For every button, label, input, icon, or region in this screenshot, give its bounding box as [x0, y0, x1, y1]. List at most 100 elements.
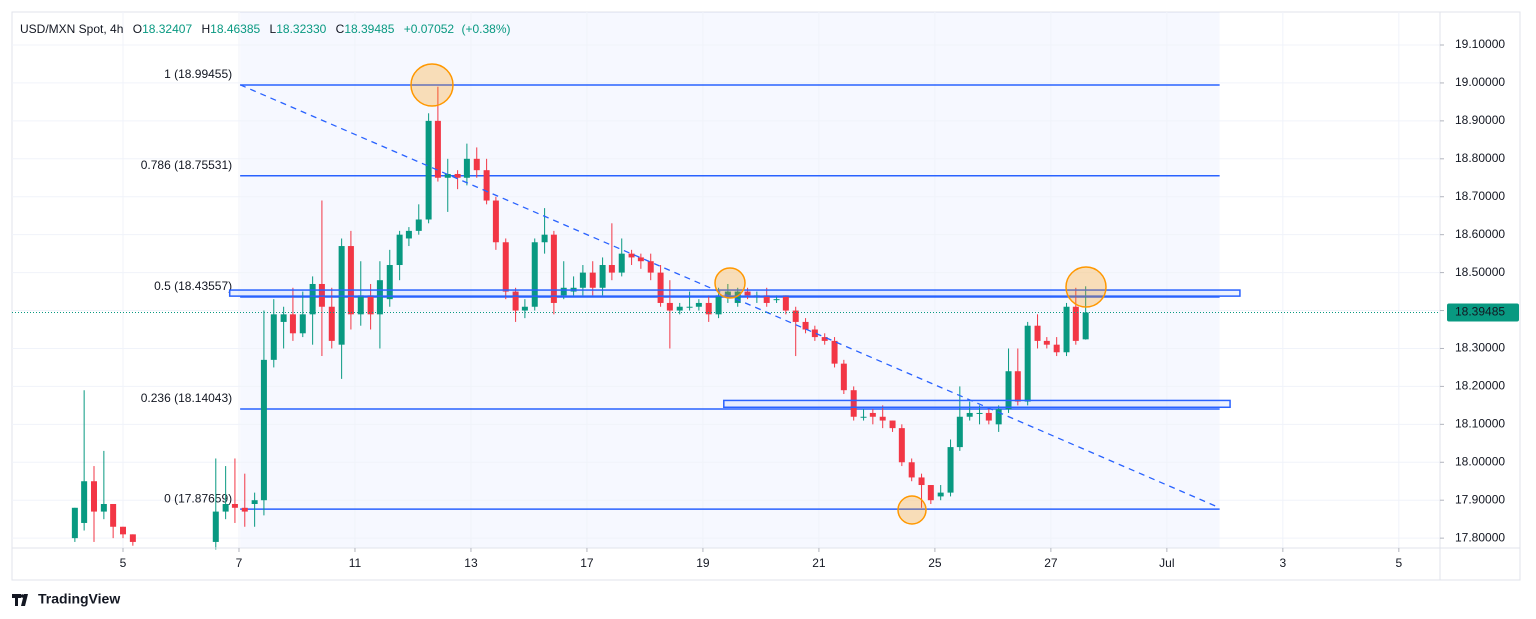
candle-body — [318, 283, 325, 307]
candle-body — [802, 321, 809, 330]
candle-body — [328, 306, 335, 341]
candle-body — [1063, 306, 1070, 353]
candle-body — [686, 306, 693, 308]
candle-body — [666, 302, 673, 311]
candle-body — [724, 291, 731, 296]
zone — [228, 289, 1241, 297]
candle-body — [705, 302, 712, 315]
y-tick-label: 17.80000 — [1455, 530, 1505, 544]
change: +0.07052 — [404, 22, 455, 36]
x-tick-label: 19 — [696, 556, 710, 570]
candle-body — [454, 173, 461, 178]
candle-body — [763, 295, 770, 303]
candle-body — [425, 120, 432, 220]
ohlc-key: L — [270, 22, 277, 36]
x-tick-label: 27 — [1044, 556, 1058, 570]
fib-label: 0.236 (18.14043) — [141, 391, 232, 405]
candle-body — [831, 340, 838, 364]
candle-body — [270, 314, 277, 360]
symbol-title: USD/MXN Spot, 4h — [20, 22, 123, 36]
candle-body — [927, 485, 934, 501]
fib-label: 0.786 (18.75531) — [141, 158, 232, 172]
candle-body — [251, 500, 258, 504]
candle-body — [110, 503, 117, 527]
zone — [723, 399, 1231, 409]
candle-body — [1024, 325, 1031, 402]
candle-body — [898, 428, 905, 463]
highlight-circle — [1065, 266, 1107, 308]
candle-body — [309, 283, 316, 315]
candle-body — [715, 295, 722, 315]
candle-body — [492, 200, 499, 243]
candle-body — [647, 261, 654, 273]
y-tick-label: 19.10000 — [1455, 37, 1505, 51]
y-tick-label: 18.30000 — [1455, 341, 1505, 355]
x-tick-label: 21 — [812, 556, 826, 570]
logo — [12, 594, 28, 606]
grid-layer — [12, 12, 1440, 548]
candle-body — [231, 503, 238, 508]
candle-body — [81, 481, 88, 523]
candle-body — [850, 390, 857, 417]
candle-body — [396, 234, 403, 266]
candle-body — [222, 503, 229, 512]
candle-body — [947, 447, 954, 493]
candle-body — [782, 295, 789, 311]
candle-body — [299, 314, 306, 334]
y-tick-label: 18.20000 — [1455, 379, 1505, 393]
candle-body — [386, 265, 393, 300]
y-tick-label: 18.80000 — [1455, 151, 1505, 165]
x-tick-label: 17 — [580, 556, 594, 570]
y-tick-label: 18.00000 — [1455, 454, 1505, 468]
candle-body — [773, 299, 780, 301]
candle-body — [71, 507, 78, 539]
y-tick-label: 18.50000 — [1455, 265, 1505, 279]
ohlc-value: 18.39485 — [344, 22, 394, 36]
candle-body — [367, 295, 374, 315]
header: USD/MXN Spot, 4h O18.32407 H18.46385 L18… — [20, 22, 510, 36]
candle-body — [1053, 344, 1060, 353]
background-layer — [240, 12, 1220, 548]
change-pct: (+0.38%) — [461, 22, 510, 36]
candle-body — [434, 120, 441, 178]
candle-body — [91, 481, 98, 512]
candle-body — [1034, 325, 1041, 341]
candle-body — [212, 511, 219, 542]
candle-body — [100, 503, 107, 512]
candles-layer — [71, 86, 1089, 550]
candle-body — [908, 462, 915, 478]
candle-body — [676, 306, 683, 311]
ohlc-key: O — [133, 22, 142, 36]
y-tick-label: 18.70000 — [1455, 189, 1505, 203]
candle-body — [937, 492, 944, 497]
x-tick-label: 5 — [1395, 556, 1402, 570]
candle-body — [966, 412, 973, 417]
candle-body — [589, 272, 596, 288]
last-price-label: 18.39485 — [1455, 305, 1505, 319]
candle-body — [531, 242, 538, 307]
y-tick-label: 18.60000 — [1455, 227, 1505, 241]
candle-body — [280, 314, 287, 322]
candle-body — [376, 280, 383, 315]
candle-body — [260, 359, 267, 501]
candle-body — [792, 310, 799, 322]
ohlc-value: 18.32330 — [276, 22, 326, 36]
y-tick-label: 18.90000 — [1455, 113, 1505, 127]
candle-body — [1072, 306, 1079, 341]
candle-body — [405, 230, 412, 239]
candle-body — [338, 246, 345, 345]
candle-body — [512, 291, 519, 311]
candle-body — [860, 416, 867, 418]
candle-body — [1082, 312, 1089, 340]
fib-background — [240, 12, 1220, 548]
candle-body — [560, 287, 567, 296]
candle-body — [618, 253, 625, 273]
candle-body — [521, 306, 528, 311]
fib-label: 1 (18.99455) — [164, 67, 232, 81]
candle-body — [657, 272, 664, 303]
candle-body — [483, 170, 490, 201]
x-tick-label: 11 — [349, 556, 362, 570]
x-tick-label: 25 — [928, 556, 942, 570]
